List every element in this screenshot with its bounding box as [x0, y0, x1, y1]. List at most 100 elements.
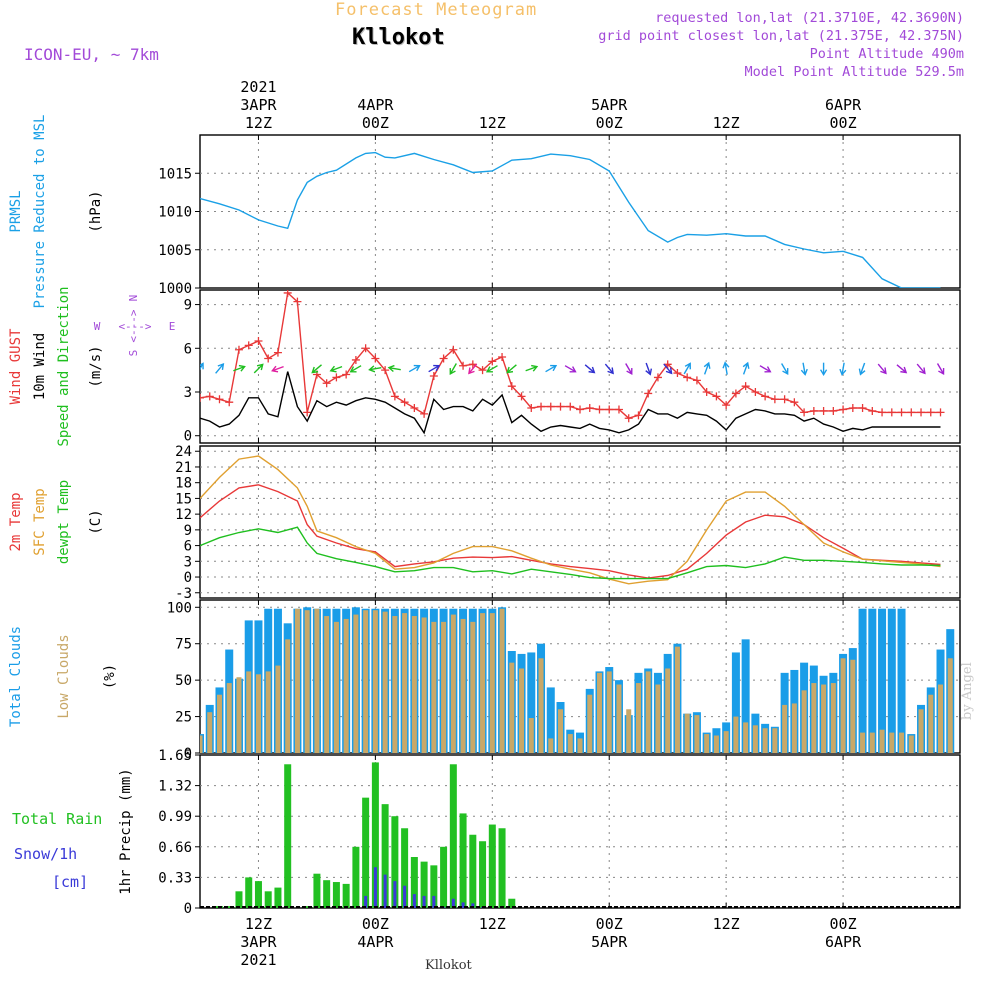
bar-low-clouds [519, 668, 525, 753]
gust-marker [712, 392, 721, 401]
arrow-head [742, 361, 750, 369]
bar-low-clouds [665, 668, 671, 753]
wind-direction-arrow [663, 363, 673, 375]
arrow-head [919, 367, 926, 375]
bottom-time-label: 00Z [830, 915, 857, 933]
bar-low-clouds [606, 671, 612, 753]
y-axis-label: (%) [102, 664, 118, 689]
y-tick-label: 15 [175, 491, 192, 507]
bar-rain [274, 887, 282, 908]
y-tick-label: 1015 [158, 166, 192, 182]
gust-marker [468, 360, 477, 369]
gust-marker [829, 406, 838, 415]
arrow-shaft [525, 365, 538, 372]
bar-low-clouds [782, 704, 788, 753]
bar-low-clouds [294, 608, 300, 753]
gust-marker [683, 373, 692, 382]
gust-marker [273, 348, 282, 357]
arrow-head [550, 364, 558, 372]
series-line-prmsl [200, 151, 941, 288]
bar-low-clouds [548, 738, 554, 753]
bar-rain [469, 834, 477, 908]
arrow-head [329, 365, 337, 373]
gust-marker [420, 409, 429, 418]
wind-direction-arrow [742, 361, 750, 375]
y-tick-label: 0.99 [158, 809, 192, 825]
bar-low-clouds [333, 621, 339, 753]
gust-marker [283, 290, 292, 297]
compass-letter: N [127, 295, 140, 302]
bar-low-clouds [694, 715, 700, 753]
bar-low-clouds [626, 709, 632, 753]
bar-low-clouds [830, 683, 836, 753]
panel-frame [199, 445, 961, 599]
top-time-label: 00Z [596, 114, 623, 132]
bottom-time-label: 5APR [591, 933, 628, 951]
gust-marker [897, 408, 906, 417]
wind-direction-arrow [233, 364, 246, 372]
top-time-label: 6APR [825, 96, 862, 114]
bottom-time-label: 2021 [240, 951, 276, 969]
gust-marker [429, 371, 438, 380]
bar-rain [323, 880, 331, 908]
arrow-shaft [369, 366, 382, 371]
bar-rain [440, 846, 448, 908]
arrow-head [938, 368, 945, 376]
arrow-shaft [802, 362, 806, 375]
requested-coords: requested lon,lat (21.3710E, 42.3690N) [655, 10, 964, 26]
compass-letter: <---> [127, 309, 140, 342]
bar-total-clouds [546, 687, 555, 753]
arrow-shaft [781, 363, 789, 375]
bottom-time-label: 6APR [825, 933, 862, 951]
arrow-shaft [742, 362, 749, 375]
arrow-shaft [724, 362, 728, 375]
arrow-head [485, 366, 493, 373]
gust-marker [322, 379, 331, 388]
gust-marker [400, 398, 409, 407]
bar-rain [332, 882, 340, 908]
bar-low-clouds [801, 690, 807, 753]
bar-low-clouds [821, 684, 827, 753]
wind-direction-arrow [428, 364, 441, 373]
y-tick-label: 6 [184, 341, 192, 357]
bar-low-clouds [450, 614, 456, 753]
bar-low-clouds [567, 734, 573, 753]
bar-low-clouds [285, 639, 291, 753]
wind-direction-arrow [877, 363, 887, 375]
bar-snow [471, 903, 475, 908]
bar-low-clouds [489, 613, 495, 753]
gust-marker [215, 395, 224, 404]
bar-low-clouds [255, 674, 261, 753]
bar-rain [449, 764, 457, 908]
bar-low-clouds [684, 713, 690, 753]
bar-low-clouds [200, 735, 203, 753]
bar-low-clouds [265, 671, 271, 753]
wind-direction-arrow [645, 362, 653, 376]
arrow-shaft [311, 364, 322, 374]
compass-letter: E [169, 320, 176, 333]
compass-rose: W E <---> N S <---> [94, 295, 176, 357]
bar-rain [342, 883, 350, 908]
footer-location: Kllokot [425, 958, 472, 973]
gust-marker [819, 406, 828, 415]
y-tick-label: 1.65 [158, 748, 192, 764]
y-axis-label: (m/s) [88, 345, 104, 387]
wind-direction-arrow [683, 362, 691, 375]
y-tick-label: 9 [184, 523, 192, 539]
y-tick-label: 1000 [158, 281, 192, 297]
bar-low-clouds [275, 665, 281, 753]
gust-marker [225, 398, 234, 407]
gust-marker [800, 408, 809, 417]
gust-marker [342, 370, 351, 379]
panel-frame [199, 289, 961, 444]
bar-snow [393, 881, 397, 908]
gust-marker [702, 388, 711, 396]
y-tick-label: 24 [175, 444, 192, 460]
bar-low-clouds [713, 735, 719, 753]
gust-marker [644, 389, 653, 398]
bar-rain [508, 898, 516, 908]
gust-marker [907, 408, 916, 417]
bar-snow [422, 895, 426, 908]
top-time-label: 12Z [245, 114, 272, 132]
top-time-label: 2021 [240, 78, 276, 96]
